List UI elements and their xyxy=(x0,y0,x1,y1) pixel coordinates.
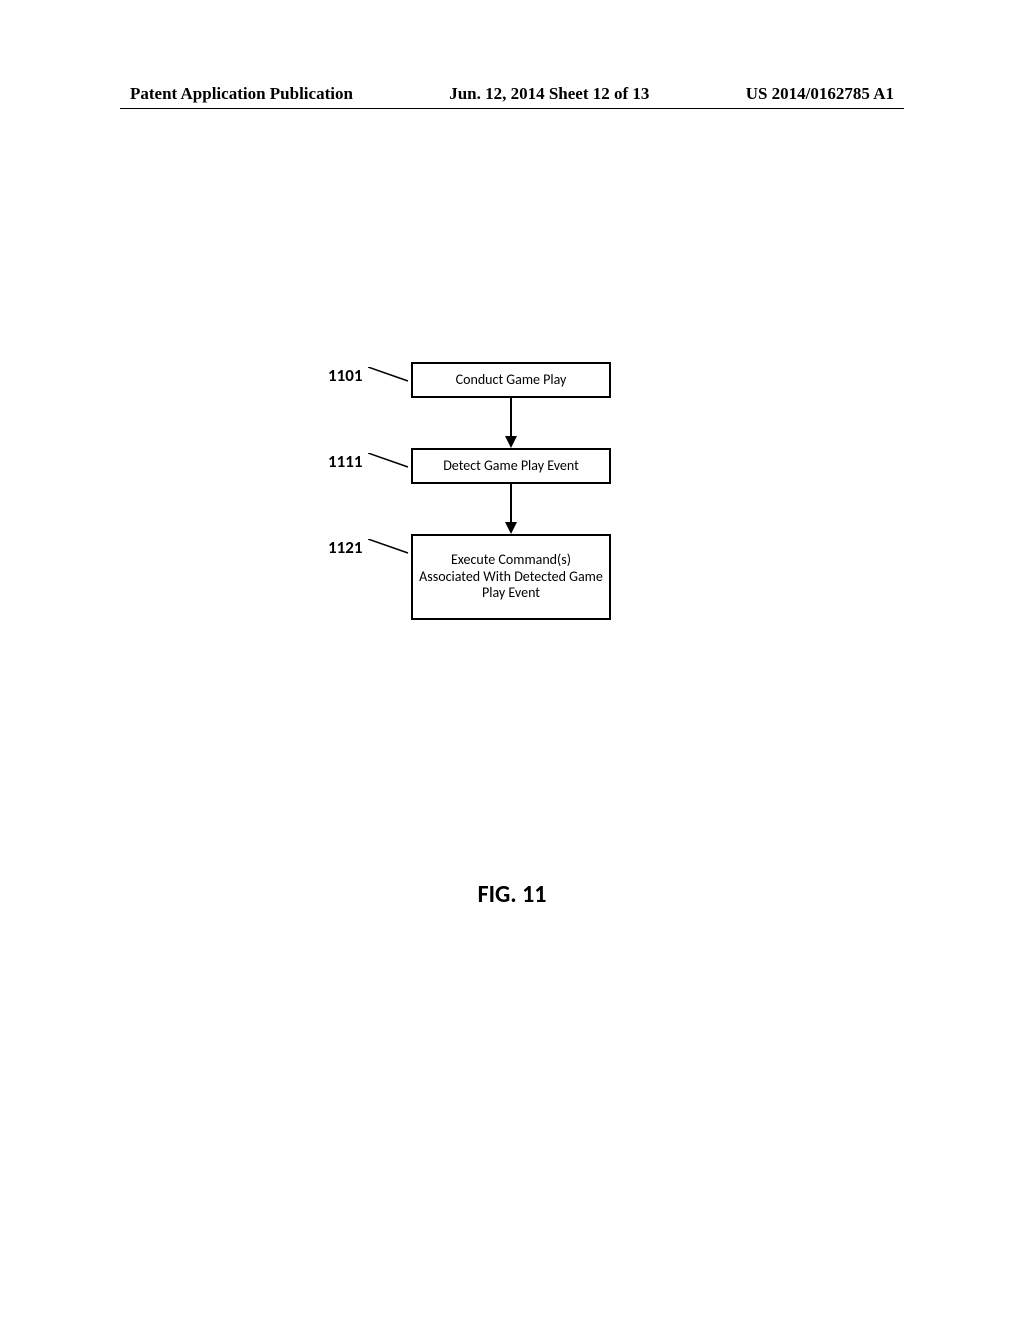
patent-header: Patent Application Publication Jun. 12, … xyxy=(0,84,1024,104)
flow-node-text: Detect Game Play Event xyxy=(443,458,579,475)
flow-node-text: Execute Command(s) Associated With Detec… xyxy=(419,552,603,602)
leader-line-1121 xyxy=(368,539,418,559)
flow-arrow-2-3 xyxy=(501,484,521,534)
leader-line-1111 xyxy=(368,453,418,473)
flow-node-ref-1121: 1121 xyxy=(328,537,362,558)
flowchart: Conduct Game Play 1101 Detect Game Play … xyxy=(0,362,1024,712)
header-patent-number: US 2014/0162785 A1 xyxy=(746,84,894,104)
header-date-sheet: Jun. 12, 2014 Sheet 12 of 13 xyxy=(449,84,649,104)
flow-node-ref-1111: 1111 xyxy=(328,451,362,472)
flow-node-conduct-game-play: Conduct Game Play xyxy=(411,362,611,398)
figure-caption: FIG. 11 xyxy=(0,880,1024,909)
header-rule xyxy=(120,108,904,109)
flow-node-detect-event: Detect Game Play Event xyxy=(411,448,611,484)
flow-node-execute-commands: Execute Command(s) Associated With Detec… xyxy=(411,534,611,620)
header-publication-label: Patent Application Publication xyxy=(130,84,353,104)
flow-node-ref-1101: 1101 xyxy=(328,365,362,386)
flow-arrow-1-2 xyxy=(501,398,521,448)
flow-node-text: Conduct Game Play xyxy=(456,372,567,389)
leader-line-1101 xyxy=(368,367,418,387)
